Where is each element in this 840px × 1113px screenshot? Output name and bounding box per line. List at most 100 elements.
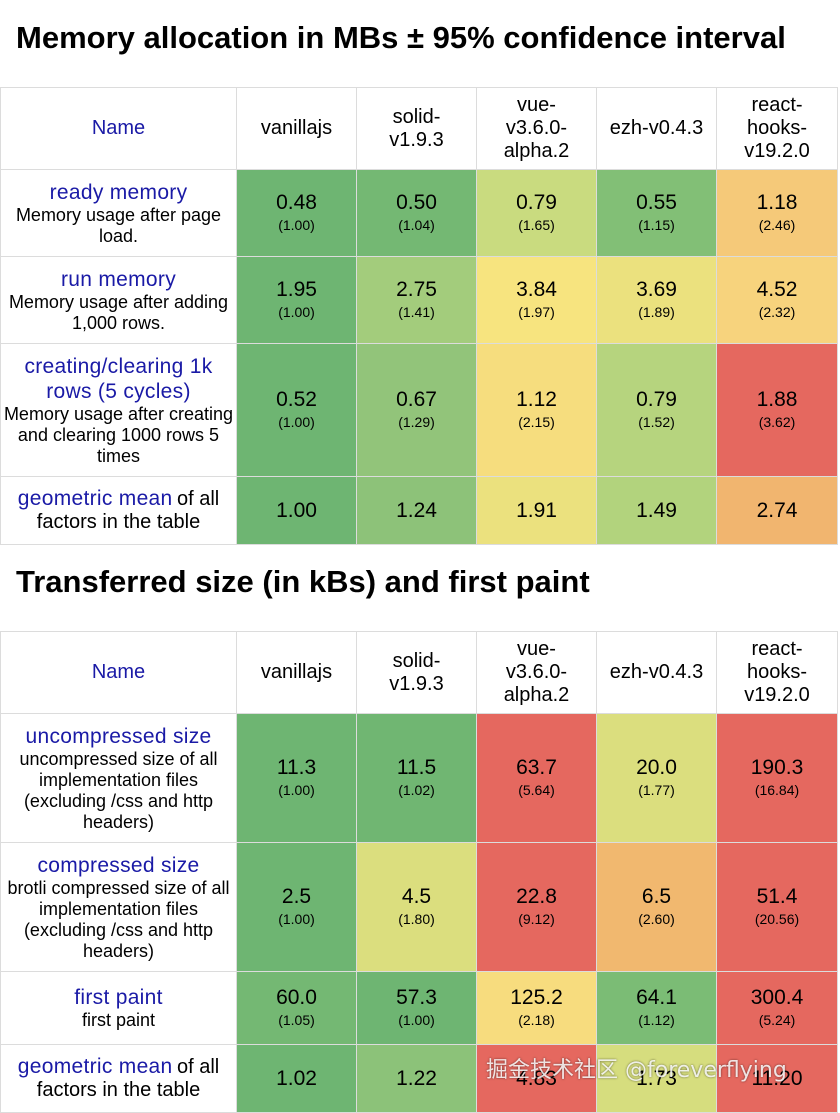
table-row: ready memory Memory usage after page load… xyxy=(0,169,838,257)
memory-table: Name vanillajs solid- v1.9.3 vue- v3.6.0- a… xyxy=(0,87,838,545)
metric-link[interactable]: geometric mean xyxy=(17,1054,173,1078)
result-cell: 0.79 (1.52) xyxy=(596,343,717,477)
result-cell: 1.12 (2.15) xyxy=(476,343,597,477)
result-factor: (2.46) xyxy=(758,217,796,233)
metric-link[interactable]: run memory xyxy=(60,267,177,291)
result-cell: 1.95 (1.00) xyxy=(236,256,357,344)
result-factor: (1.05) xyxy=(278,1012,315,1028)
result-value: 2.5 xyxy=(281,885,312,908)
metric-link[interactable]: ready memory xyxy=(49,180,188,204)
column-header-framework[interactable]: vanillajs xyxy=(236,631,357,714)
result-cell: 1.73 xyxy=(596,1044,717,1113)
metric-link[interactable]: creating/clearing 1k rows (5 cycles) xyxy=(24,354,213,403)
result-cell: 0.67 (1.29) xyxy=(356,343,477,477)
metric-description: of all factors in the table xyxy=(36,1055,220,1101)
column-header-framework[interactable]: react- hooks- v19.2.0 xyxy=(716,87,838,170)
result-value: 4.52 xyxy=(756,278,798,301)
result-value: 3.69 xyxy=(636,278,677,301)
result-cell: 125.2 (2.18) xyxy=(476,971,597,1045)
result-factor: (9.12) xyxy=(518,911,555,927)
table-row: uncompressed size uncompressed size of al… xyxy=(0,713,838,843)
column-header-name[interactable]: Name xyxy=(0,87,237,170)
row-label: run memory Memory usage after adding 1,00… xyxy=(0,256,237,344)
result-value: 1.91 xyxy=(516,498,557,522)
result-factor: (1.00) xyxy=(398,1012,435,1028)
result-value: 64.1 xyxy=(636,986,677,1009)
table-row: first paint first paint 60.0 (1.05) 57.3 (1.0… xyxy=(0,971,838,1045)
result-factor: (1.15) xyxy=(638,217,675,233)
result-cell: 6.5 (2.60) xyxy=(596,842,717,972)
result-factor: (16.84) xyxy=(754,782,800,798)
result-cell: 1.00 xyxy=(236,476,357,545)
result-factor: (1.89) xyxy=(638,304,675,320)
table-row: run memory Memory usage after adding 1,00… xyxy=(0,256,838,344)
result-cell: 1.22 xyxy=(356,1044,477,1113)
result-cell: 1.24 xyxy=(356,476,477,545)
result-cell: 60.0 (1.05) xyxy=(236,971,357,1045)
column-header-framework[interactable]: vue- v3.6.0- alpha.2 xyxy=(476,631,597,714)
result-cell: 2.75 (1.41) xyxy=(356,256,477,344)
metric-description: Memory usage after adding 1,000 rows. xyxy=(8,291,229,333)
result-value: 1.02 xyxy=(276,1066,317,1090)
column-header-framework[interactable]: ezh-v0.4.3 xyxy=(596,87,717,170)
result-value: 4.5 xyxy=(401,885,432,908)
result-factor: (1.00) xyxy=(278,304,315,320)
result-factor: (1.02) xyxy=(398,782,435,798)
result-cell: 3.84 (1.97) xyxy=(476,256,597,344)
result-value: 63.7 xyxy=(516,756,557,779)
result-value: 0.79 xyxy=(636,388,677,411)
result-factor: (1.77) xyxy=(638,782,675,798)
result-value: 1.88 xyxy=(756,388,798,411)
metric-description: first paint xyxy=(81,1010,156,1030)
result-factor: (2.15) xyxy=(518,414,555,430)
result-value: 22.8 xyxy=(516,885,557,908)
column-header-framework[interactable]: solid- v1.9.3 xyxy=(356,631,477,714)
result-factor: (1.80) xyxy=(398,911,435,927)
result-value: 4.83 xyxy=(516,1066,557,1090)
column-header-name[interactable]: Name xyxy=(0,631,237,714)
metric-link[interactable]: uncompressed size xyxy=(25,724,212,748)
header-row: Name vanillajs solid- v1.9.3 vue- v3.6.0- a… xyxy=(0,631,838,714)
column-header-framework[interactable]: vue- v3.6.0- alpha.2 xyxy=(476,87,597,170)
result-value: 11.20 xyxy=(751,1066,803,1090)
result-cell: 63.7 (5.64) xyxy=(476,713,597,843)
result-value: 300.4 xyxy=(750,986,804,1009)
column-header-framework[interactable]: react- hooks- v19.2.0 xyxy=(716,631,838,714)
row-label: geometric mean of all factors in the tab… xyxy=(0,476,237,545)
table-row: creating/clearing 1k rows (5 cycles) Memo… xyxy=(0,343,838,477)
result-factor: (5.64) xyxy=(518,782,555,798)
result-factor: (1.29) xyxy=(398,414,435,430)
result-cell: 2.5 (1.00) xyxy=(236,842,357,972)
column-header-framework[interactable]: solid- v1.9.3 xyxy=(356,87,477,170)
result-cell: 51.4 (20.56) xyxy=(716,842,838,972)
result-value: 1.24 xyxy=(396,498,437,522)
row-label: compressed size brotli compressed size of… xyxy=(0,842,237,972)
result-cell: 11.3 (1.00) xyxy=(236,713,357,843)
row-label: geometric mean of all factors in the tab… xyxy=(0,1044,237,1113)
result-cell: 4.83 xyxy=(476,1044,597,1113)
result-factor: (1.00) xyxy=(278,782,315,798)
result-value: 1.12 xyxy=(516,388,557,411)
column-header-framework[interactable]: vanillajs xyxy=(236,87,357,170)
result-cell: 300.4 (5.24) xyxy=(716,971,838,1045)
result-cell: 64.1 (1.12) xyxy=(596,971,717,1045)
result-factor: (1.65) xyxy=(518,217,555,233)
result-factor: (3.62) xyxy=(758,414,796,430)
result-factor: (1.04) xyxy=(398,217,435,233)
result-cell: 4.5 (1.80) xyxy=(356,842,477,972)
metric-link[interactable]: compressed size xyxy=(37,853,200,877)
result-cell: 1.88 (3.62) xyxy=(716,343,838,477)
result-factor: (20.56) xyxy=(754,911,800,927)
result-cell: 0.52 (1.00) xyxy=(236,343,357,477)
result-value: 0.67 xyxy=(396,388,437,411)
result-value: 11.3 xyxy=(276,756,317,779)
table-row: geometric mean of all factors in the tab… xyxy=(0,476,838,545)
table-row: compressed size brotli compressed size of… xyxy=(0,842,838,972)
metric-link[interactable]: first paint xyxy=(74,986,163,1009)
column-header-framework[interactable]: ezh-v0.4.3 xyxy=(596,631,717,714)
result-cell: 0.50 (1.04) xyxy=(356,169,477,257)
result-factor: (1.12) xyxy=(638,1012,675,1028)
metric-link[interactable]: geometric mean xyxy=(17,486,173,510)
result-cell: 4.52 (2.32) xyxy=(716,256,838,344)
result-cell: 0.55 (1.15) xyxy=(596,169,717,257)
